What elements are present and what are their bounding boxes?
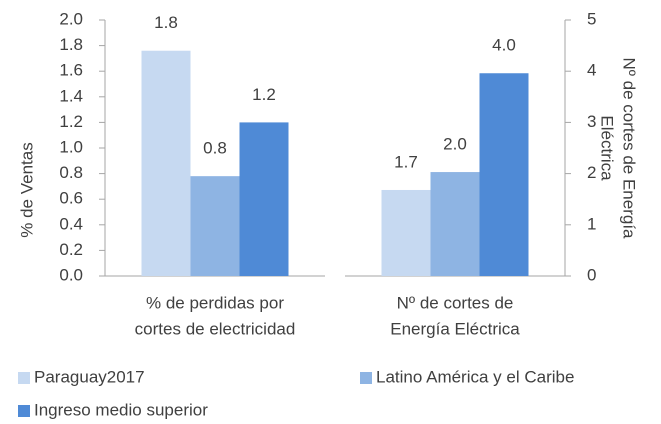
data-label: 1.8: [154, 13, 178, 32]
y-axis-label: % de Ventas: [17, 142, 36, 237]
data-label: 4.0: [492, 36, 516, 55]
y-tick-label: 1.2: [59, 112, 83, 131]
bar: [190, 176, 240, 276]
legend-swatch: [18, 372, 30, 384]
y-tick-label: 0.0: [59, 265, 83, 284]
y2-axis-label: Eléctrica: [598, 115, 617, 181]
y-tick-label: 0.8: [59, 163, 83, 182]
data-label: 0.8: [203, 139, 227, 158]
legend-swatch: [18, 405, 30, 417]
y-tick-label: 1.8: [59, 35, 83, 54]
y2-tick-label: 5: [587, 9, 596, 28]
y-tick-label: 0.6: [59, 189, 83, 208]
data-label: 1.2: [252, 85, 276, 104]
y-tick-label: 0.4: [59, 214, 83, 233]
bar: [381, 189, 431, 276]
y-tick-label: 2.0: [59, 9, 83, 28]
bar: [479, 73, 529, 276]
x-tick-label: Nº de cortes de: [397, 293, 514, 312]
y-tick-label: 0.2: [59, 240, 83, 259]
y2-tick-label: 4: [587, 61, 596, 80]
bar: [430, 172, 480, 276]
y2-tick-label: 3: [587, 112, 596, 131]
legend-swatch: [360, 372, 372, 384]
x-tick-label: cortes de electricidad: [135, 319, 296, 338]
y2-tick-label: 2: [587, 163, 596, 182]
y-tick-label: 1.6: [59, 61, 83, 80]
x-tick-label: % de perdidas por: [146, 293, 284, 312]
legend-label: Ingreso medio superior: [34, 400, 208, 419]
data-label: 1.7: [394, 152, 418, 171]
x-tick-label: Energía Eléctrica: [390, 319, 520, 338]
bar: [239, 122, 289, 277]
bar: [141, 50, 191, 276]
data-label: 2.0: [443, 135, 467, 154]
y2-tick-label: 0: [587, 265, 596, 284]
y-tick-label: 1.4: [59, 86, 83, 105]
y2-tick-label: 1: [587, 214, 596, 233]
legend-label: Paraguay2017: [34, 367, 145, 386]
y2-axis-label: Nº de cortes de Energía: [620, 57, 639, 239]
legend-label: Latino América y el Caribe: [376, 367, 574, 386]
y-tick-label: 1.0: [59, 137, 83, 156]
